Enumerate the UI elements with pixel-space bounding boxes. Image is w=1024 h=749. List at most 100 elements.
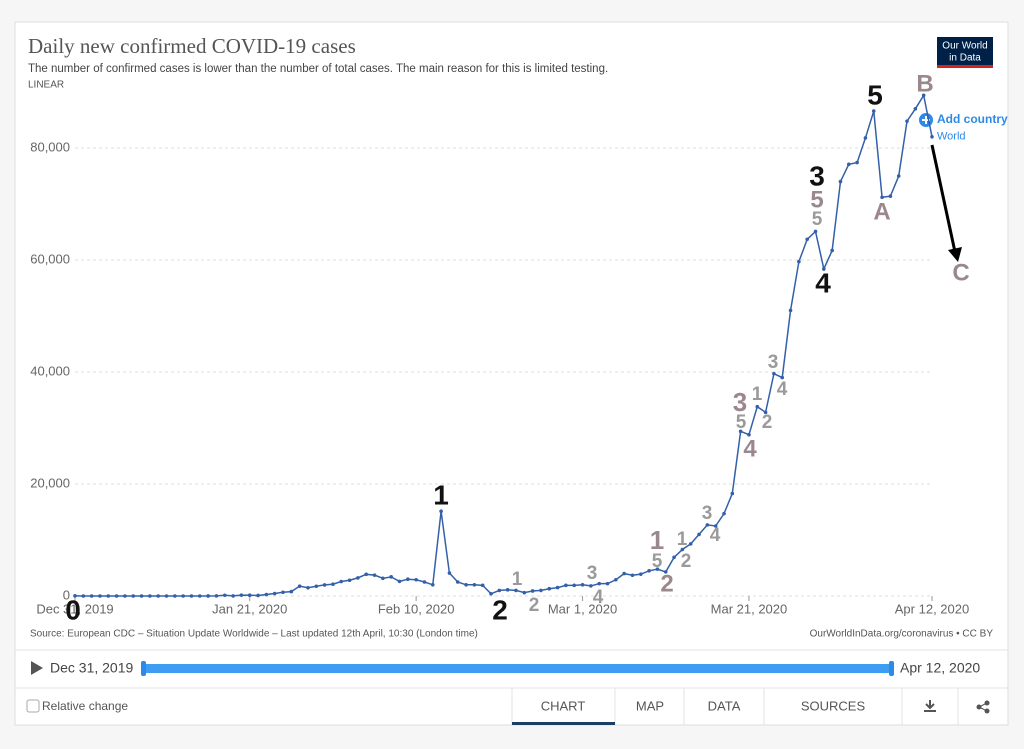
point: [705, 523, 710, 527]
point: [905, 119, 909, 123]
wave-label: 1: [677, 529, 688, 550]
wave-label: C: [952, 259, 969, 286]
timeline-bar[interactable]: [143, 664, 892, 673]
tab[interactable]: MAP: [636, 698, 664, 713]
point: [605, 581, 610, 586]
point: [647, 569, 651, 573]
wave-label: 1: [752, 384, 763, 405]
wave-label: 2: [529, 595, 540, 616]
tab[interactable]: SOURCES: [801, 698, 866, 713]
point: [564, 583, 568, 588]
arrow: [930, 144, 957, 253]
point: [156, 594, 161, 598]
wave-label: 5: [810, 186, 823, 213]
point: [880, 195, 884, 200]
y-tick-label: 20,000: [30, 475, 70, 490]
point: [139, 594, 144, 598]
point: [81, 594, 86, 598]
point: [896, 174, 901, 178]
x-tick-label: Dec 31, 2019: [36, 601, 113, 616]
y-tick-label: 40,000: [30, 363, 70, 378]
point: [339, 579, 344, 584]
point: [306, 585, 310, 590]
point: [455, 580, 460, 584]
point: [505, 588, 510, 592]
logo-text: in Data: [949, 53, 981, 64]
x-tick-label: Apr 12, 2020: [895, 601, 969, 616]
point: [888, 194, 893, 198]
point: [381, 576, 385, 581]
arrow-head: [948, 247, 962, 262]
y-tick-label: 0: [63, 587, 70, 602]
point: [597, 581, 601, 586]
x-tick-label: Mar 1, 2020: [548, 601, 617, 616]
point: [114, 594, 119, 598]
chart-subtitle: The number of confirmed cases is lower t…: [28, 63, 608, 75]
timeline-handle[interactable]: [141, 661, 146, 676]
point: [189, 594, 194, 598]
add-country-label: Add country: [937, 112, 1008, 126]
point: [522, 590, 527, 595]
point: [930, 135, 934, 139]
point: [738, 429, 743, 434]
point: [297, 584, 302, 588]
point: [813, 229, 818, 234]
wave-label: B: [916, 70, 933, 97]
wave-label: 1: [433, 479, 449, 510]
point: [347, 578, 352, 583]
checkbox[interactable]: [26, 699, 40, 713]
y-tick-label: 80,000: [30, 139, 70, 154]
point: [572, 583, 577, 588]
point: [780, 375, 785, 380]
tab[interactable]: CHART: [541, 698, 586, 713]
timeline-handle[interactable]: [889, 661, 894, 676]
point: [264, 592, 269, 597]
point: [788, 308, 793, 313]
point: [855, 160, 859, 165]
wave-label: 4: [815, 267, 831, 298]
wave-label: 5: [652, 551, 663, 572]
point: [198, 594, 202, 598]
wave-label: 3: [587, 563, 598, 584]
point: [846, 162, 851, 167]
point: [422, 580, 427, 584]
point: [514, 588, 518, 593]
point: [480, 583, 485, 588]
share-icon[interactable]: [976, 700, 990, 714]
point: [638, 572, 643, 576]
point: [680, 547, 685, 552]
point: [106, 594, 111, 598]
point: [580, 583, 585, 587]
logo-box: [937, 37, 993, 67]
tab[interactable]: DATA: [708, 698, 741, 713]
wave-label: 1: [512, 569, 523, 590]
active-tab-underline: [512, 722, 615, 725]
point: [123, 594, 127, 598]
point: [539, 588, 543, 593]
point: [547, 586, 552, 591]
logo-underline: [937, 65, 993, 68]
point: [314, 584, 319, 589]
point: [472, 583, 477, 587]
wave-label: 5: [867, 79, 883, 110]
point: [614, 577, 618, 582]
wave-label: 4: [777, 379, 788, 400]
chart-title: Daily new confirmed COVID-19 cases: [28, 34, 356, 58]
point: [730, 491, 735, 496]
logo[interactable]: Our World in Data: [937, 37, 993, 68]
logo-text: Our World: [942, 41, 987, 52]
point: [921, 93, 926, 98]
series-label: World: [937, 131, 966, 143]
wave-label: 2: [492, 594, 508, 625]
wave-label: 4: [710, 525, 721, 546]
point: [406, 577, 410, 581]
point: [356, 576, 360, 580]
play-button[interactable]: [31, 661, 43, 675]
point: [763, 410, 768, 415]
point: [281, 590, 285, 595]
scale-toggle[interactable]: LINEAR: [28, 80, 64, 91]
download-icon[interactable]: [924, 700, 936, 712]
point: [73, 594, 77, 598]
wave-label: 2: [660, 570, 673, 597]
